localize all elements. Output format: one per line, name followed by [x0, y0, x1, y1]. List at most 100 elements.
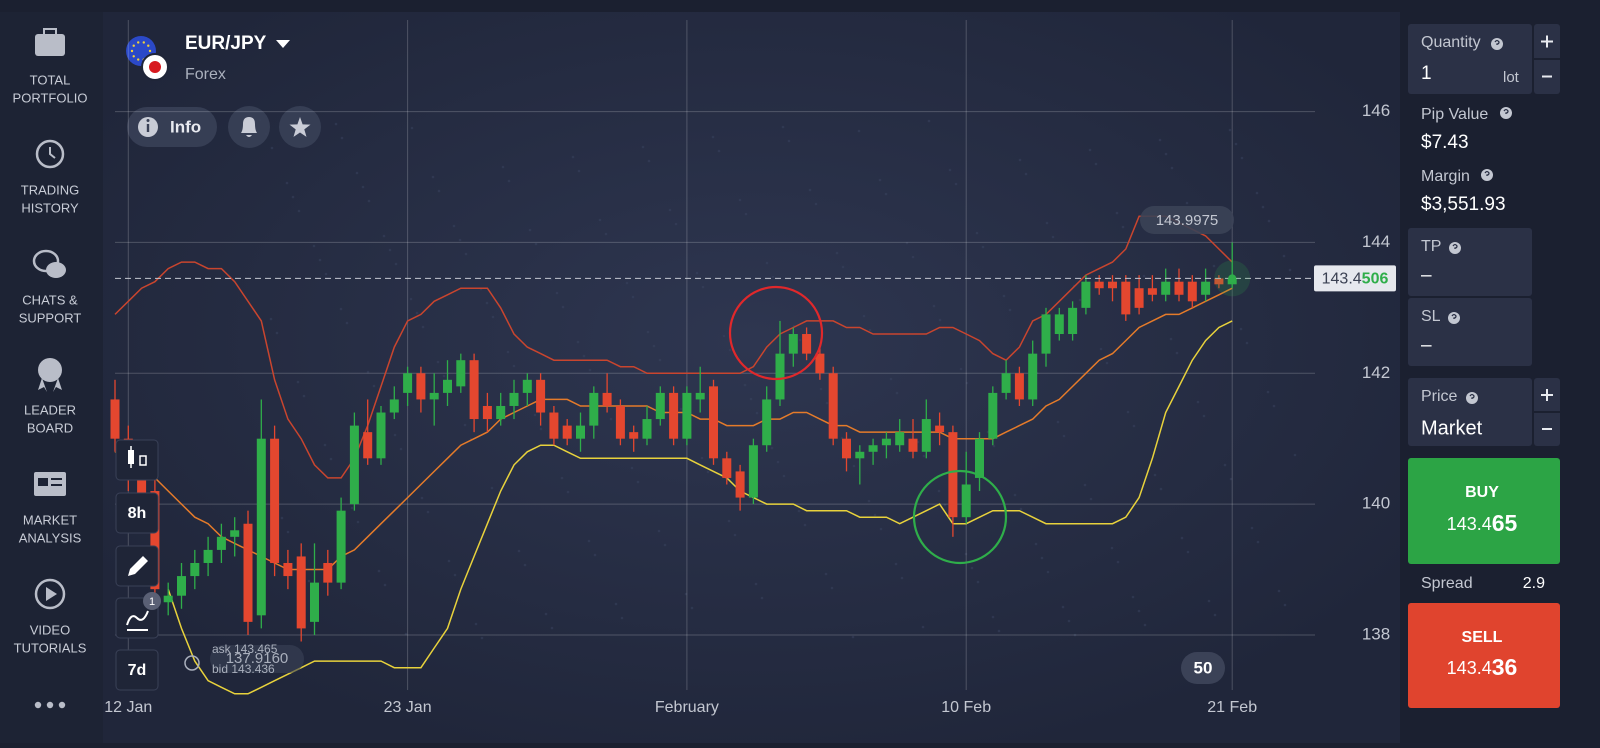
- dropdown-arrow[interactable]: [276, 40, 290, 48]
- map-dot: [1040, 556, 1044, 560]
- candle-body: [935, 425, 945, 433]
- map-dot: [382, 234, 386, 238]
- map-dot: [604, 232, 608, 236]
- icon: [38, 378, 62, 392]
- band-low-label: 137.9160: [226, 650, 289, 667]
- sidebar-label: VIDEO: [30, 622, 70, 637]
- map-dot: [474, 622, 478, 626]
- map-dot: [851, 635, 855, 639]
- candle-body: [602, 392, 612, 406]
- map-dot: [722, 334, 726, 338]
- highlight-circle: [728, 285, 824, 381]
- map-dot: [749, 397, 753, 401]
- tool-bg: [115, 649, 159, 691]
- map-dot: [1245, 341, 1249, 345]
- candle-body: [509, 392, 519, 406]
- map-dot: [878, 178, 882, 182]
- plus-button[interactable]: [1541, 389, 1553, 401]
- zoom-button[interactable]: 50: [1181, 652, 1225, 684]
- flag-star: [132, 44, 135, 47]
- plus-button[interactable]: [1541, 35, 1553, 48]
- x-tick-label: 23 Jan: [384, 699, 432, 716]
- map-dot: [480, 636, 484, 640]
- map-dot: [744, 212, 748, 216]
- candle-body: [589, 392, 599, 426]
- candle-body: [748, 445, 758, 498]
- map-dot: [437, 189, 441, 193]
- map-dot: [1272, 404, 1276, 408]
- map-dot: [771, 275, 775, 279]
- candle-body: [855, 451, 865, 459]
- map-dot: [1277, 589, 1281, 593]
- candle-body: [376, 412, 386, 459]
- map-dot: [1110, 546, 1114, 550]
- candle-body: [429, 392, 439, 400]
- map-dot: [1234, 142, 1238, 146]
- candle-body: [1121, 281, 1131, 315]
- map-dot: [1046, 570, 1050, 574]
- tool-bg: [115, 492, 159, 534]
- map-dot: [1099, 347, 1103, 351]
- help-icon-glyph: [1451, 313, 1457, 319]
- map-dot: [760, 596, 764, 600]
- band-high-pill: [1140, 206, 1234, 234]
- map-dot: [1061, 605, 1065, 609]
- y-tick-label: 140: [1362, 494, 1390, 513]
- sidebar-item[interactable]: CHATS & SUPPORT: [19, 249, 82, 325]
- map-dot: [286, 530, 290, 534]
- current-price-label: 143.4506: [1322, 271, 1389, 288]
- map-dot: [539, 427, 543, 431]
- buy-button[interactable]: BUY 143.465: [1408, 458, 1560, 564]
- quantity-unit: lot: [1503, 69, 1520, 86]
- icon: [38, 478, 48, 486]
- range-button[interactable]: 7d: [115, 649, 159, 691]
- interval-button[interactable]: 8h: [115, 492, 159, 534]
- chart-type-button[interactable]: [115, 439, 159, 481]
- buy-price: 143.465: [1447, 510, 1518, 536]
- candle-body: [1174, 281, 1184, 295]
- pair-name: EUR/JPY: [185, 33, 267, 54]
- map-dot: [706, 470, 710, 474]
- map-dot: [544, 612, 548, 616]
- map-dot: [932, 304, 936, 308]
- map-dot: [728, 348, 732, 352]
- map-dot: [1126, 410, 1130, 414]
- map-dot: [636, 480, 640, 484]
- map-dot: [453, 573, 457, 577]
- map-dot: [1056, 420, 1060, 424]
- price-value: Market: [1421, 417, 1483, 439]
- candle-body: [842, 438, 851, 459]
- candle-body: [1081, 281, 1091, 308]
- bid-label: bid 143.436: [212, 662, 275, 676]
- candle-body: [110, 399, 120, 439]
- map-dot: [291, 195, 295, 199]
- sidebar-item[interactable]: LEADER BOARD: [24, 358, 76, 435]
- candle-body: [709, 386, 718, 459]
- map-dot: [1223, 463, 1227, 467]
- map-dot: [1121, 225, 1125, 229]
- sidebar-item[interactable]: TOTAL PORTFOLIO: [13, 28, 88, 105]
- sidebar-item[interactable]: TRADING HISTORY: [21, 139, 80, 215]
- icon: [34, 578, 66, 610]
- map-dot: [550, 626, 554, 630]
- info-button[interactable]: Info: [127, 107, 217, 147]
- buy-label: BUY: [1465, 484, 1499, 501]
- map-dot: [684, 592, 688, 596]
- sidebar-item[interactable]: VIDEO TUTORIALS: [14, 578, 87, 655]
- sell-button[interactable]: SELL 143.436: [1408, 603, 1560, 708]
- candle-body: [735, 471, 745, 498]
- candle-body: [762, 399, 772, 446]
- help-icon-glyph: [1469, 393, 1475, 399]
- more-dot: [34, 701, 42, 709]
- candle-body: [150, 491, 160, 590]
- map-dot: [852, 464, 856, 468]
- map-dot: [814, 202, 818, 206]
- map-dot: [1164, 152, 1168, 156]
- sidebar-item[interactable]: MARKET ANALYSIS: [19, 472, 82, 545]
- draw-button[interactable]: [115, 545, 159, 587]
- map-dot: [334, 122, 338, 126]
- candle-body: [190, 562, 200, 577]
- map-dot: [992, 444, 996, 448]
- map-dot: [695, 271, 699, 275]
- icon: [51, 478, 62, 480]
